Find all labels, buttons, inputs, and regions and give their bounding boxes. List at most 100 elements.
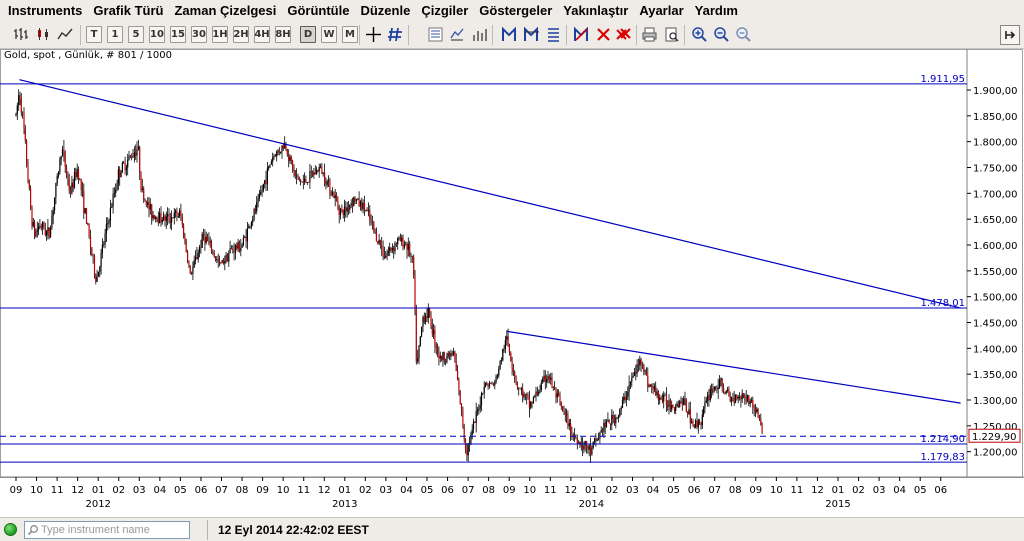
delete-line-icon[interactable]	[594, 26, 612, 43]
crosshair-icon[interactable]	[364, 26, 382, 43]
x-tick-label: 11	[297, 485, 310, 496]
candle	[435, 342, 437, 355]
period-5-button[interactable]: 5	[128, 26, 144, 43]
candle	[725, 389, 727, 395]
menu-drawings[interactable]: Çizgiler	[421, 2, 469, 18]
candle	[16, 102, 18, 120]
candle	[564, 408, 566, 422]
line-chart-icon[interactable]	[56, 26, 74, 43]
period-w-button[interactable]: W	[321, 26, 337, 43]
candle	[365, 209, 367, 212]
menu-settings[interactable]: Ayarlar	[639, 2, 684, 18]
period-1-button[interactable]: 1	[107, 26, 123, 43]
period-15-button[interactable]: 15	[170, 26, 186, 43]
period-8h-button[interactable]: 8H	[275, 26, 291, 43]
trend-line[interactable]	[506, 330, 961, 404]
candle	[296, 168, 298, 185]
price-chart[interactable]: 1.200,00 1.250,00 1.300,00 1.350,00 1.400,00…	[0, 49, 1024, 517]
candle	[603, 419, 605, 438]
period-1h-button[interactable]: 1H	[212, 26, 228, 43]
delete-all-icon[interactable]	[614, 26, 632, 43]
y-tick-label: 1.750,00	[973, 164, 1018, 175]
period-m-button[interactable]: M	[342, 26, 358, 43]
plot-area[interactable]	[0, 49, 1023, 478]
candle	[254, 204, 256, 215]
menu-chart-type[interactable]: Grafik Türü	[93, 2, 164, 18]
candle	[71, 175, 73, 195]
period-2h-button[interactable]: 2H	[233, 26, 249, 43]
candle	[635, 364, 637, 381]
period-d-button[interactable]: D	[300, 26, 316, 43]
candle	[761, 422, 763, 435]
candle	[534, 394, 536, 398]
fibonacci-icon[interactable]	[544, 26, 562, 43]
candle	[657, 390, 659, 405]
pin-icon[interactable]	[1000, 25, 1020, 45]
menu-edit[interactable]: Düzenle	[360, 2, 411, 18]
indicator-icon[interactable]	[448, 26, 466, 43]
parallel-lines-icon[interactable]	[522, 26, 540, 43]
menu-help[interactable]: Yardım	[694, 2, 738, 18]
period-30-button[interactable]: 30	[191, 26, 207, 43]
instrument-search-input[interactable]	[41, 522, 187, 538]
candle	[197, 249, 199, 263]
candle	[212, 249, 214, 256]
trend-line-icon[interactable]	[500, 26, 518, 43]
candle	[262, 183, 264, 193]
menu-view[interactable]: Görüntüle	[287, 2, 350, 18]
candle	[716, 385, 718, 394]
candle	[328, 175, 330, 187]
candle	[26, 139, 28, 168]
candle	[67, 171, 69, 186]
zoom-in-icon[interactable]	[690, 26, 708, 43]
candle	[108, 218, 110, 229]
y-tick-label: 1.700,00	[973, 189, 1018, 200]
candle	[697, 418, 699, 434]
toolbar-separator	[80, 25, 81, 45]
candle	[260, 185, 262, 196]
x-tick-label: 01	[832, 485, 845, 496]
trend-line[interactable]	[19, 79, 961, 309]
candle	[527, 392, 529, 400]
print-icon[interactable]	[640, 26, 658, 43]
zoom-out-icon[interactable]	[712, 26, 730, 43]
pencil-line-icon[interactable]	[572, 26, 590, 43]
candle	[240, 238, 242, 257]
candle	[567, 410, 569, 430]
candle	[284, 136, 286, 149]
object-list-icon[interactable]	[426, 26, 444, 43]
candle	[730, 396, 733, 407]
candle	[192, 261, 194, 280]
candle	[700, 421, 702, 430]
candle	[124, 156, 126, 175]
bar-chart-icon[interactable]	[12, 26, 30, 43]
instrument-search-box[interactable]	[24, 521, 190, 539]
volume-icon[interactable]	[470, 26, 488, 43]
candle	[409, 240, 411, 258]
candle	[438, 346, 440, 366]
candle	[131, 153, 133, 161]
candle	[695, 418, 697, 429]
candle	[214, 256, 217, 262]
candle	[673, 406, 675, 414]
candle	[742, 393, 745, 399]
candlestick-chart-icon[interactable]	[34, 26, 52, 43]
candle	[441, 355, 443, 362]
menu-timeline[interactable]: Zaman Çizelgesi	[174, 2, 277, 18]
x-tick-label: 05	[174, 485, 187, 496]
candle	[129, 154, 131, 159]
candle	[269, 164, 271, 168]
candle	[617, 414, 620, 423]
candle	[109, 199, 111, 228]
candle	[453, 347, 455, 357]
grid-icon[interactable]	[386, 26, 404, 43]
period-t-button[interactable]: T	[86, 26, 102, 43]
menu-zoom[interactable]: Yakınlaştır	[563, 2, 629, 18]
x-tick-label: 10	[30, 485, 43, 496]
zoom-reset-icon[interactable]	[734, 26, 752, 43]
period-10-button[interactable]: 10	[149, 26, 165, 43]
period-4h-button[interactable]: 4H	[254, 26, 270, 43]
print-preview-icon[interactable]	[662, 26, 680, 43]
menu-instruments[interactable]: Instruments	[8, 2, 83, 18]
menu-indicators[interactable]: Göstergeler	[479, 2, 553, 18]
